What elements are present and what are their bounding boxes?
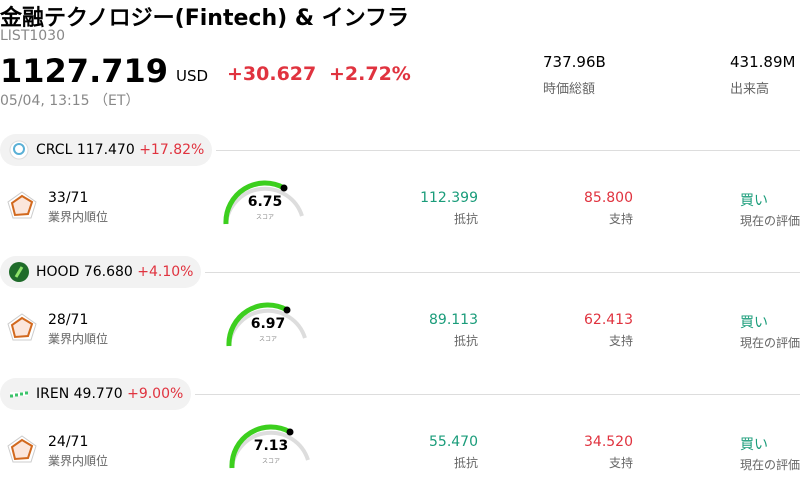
change: +30.627	[227, 63, 317, 85]
resistance-label: 抵抗	[453, 212, 478, 226]
score-label: スコア	[261, 458, 280, 465]
rank-icon	[6, 190, 38, 224]
separator	[195, 394, 800, 395]
stat-value: 737.96B	[543, 53, 606, 71]
stock-price: 117.470	[76, 142, 135, 158]
stock-pill[interactable]: CRCL 117.470 +17.82%	[0, 134, 213, 166]
rank-label: 業界内順位	[48, 454, 109, 468]
gauge	[226, 424, 316, 476]
gauge	[220, 180, 310, 232]
stat-value: 431.89M	[730, 53, 796, 71]
score-label: スコア	[258, 336, 277, 343]
rank-icon	[6, 434, 38, 468]
rank: 33/71	[48, 190, 89, 206]
rank: 24/71	[48, 434, 89, 450]
rating: 買い	[740, 193, 768, 209]
separator	[216, 150, 800, 151]
gauge-arc	[223, 180, 304, 225]
support-label: 支持	[608, 456, 633, 470]
resistance-label: 抵抗	[453, 334, 478, 348]
support: 62.413	[584, 312, 633, 328]
ticker: IREN	[36, 386, 70, 402]
stock-change: +9.00%	[127, 386, 184, 402]
stock-change: +4.10%	[137, 264, 194, 280]
stock-pill[interactable]: HOOD 76.680 +4.10%	[0, 256, 202, 288]
resistance-label: 抵抗	[453, 456, 478, 470]
rating-label: 現在の評価	[740, 336, 800, 350]
score: 6.75	[247, 194, 283, 210]
logo	[9, 262, 29, 282]
stock-change: +17.82%	[139, 142, 205, 158]
resistance: 112.399	[420, 190, 478, 206]
gauge-arc	[226, 302, 307, 347]
title: 金融テクノロジー(Fintech) & インフラ	[0, 6, 410, 31]
rating-label: 現在の評価	[740, 214, 800, 228]
rating-label: 現在の評価	[740, 458, 800, 472]
stat-label: 出来高	[730, 82, 770, 97]
rank-icon	[6, 312, 38, 346]
ticker: HOOD	[36, 264, 80, 280]
resistance: 55.470	[429, 434, 478, 450]
rating: 買い	[740, 437, 768, 453]
stock-price: 76.680	[83, 264, 133, 280]
stat-label: 時価総額	[543, 82, 596, 97]
logo	[10, 391, 28, 398]
rank: 28/71	[48, 312, 89, 328]
score: 6.97	[250, 316, 286, 332]
resistance: 89.113	[429, 312, 478, 328]
gauge-arc	[229, 424, 310, 469]
logo	[9, 140, 29, 160]
support-label: 支持	[608, 334, 633, 348]
currency: USD	[176, 67, 209, 85]
rating: 買い	[740, 315, 768, 331]
support-label: 支持	[608, 212, 633, 226]
support: 34.520	[584, 434, 633, 450]
score-label: スコア	[255, 214, 274, 221]
stock-price: 49.770	[73, 386, 123, 402]
code: LIST1030	[0, 28, 65, 44]
time: 05/04, 13:15 （ET）	[0, 93, 140, 109]
separator	[205, 272, 800, 273]
price: 1127.719	[0, 52, 169, 90]
rank-label: 業界内順位	[48, 332, 109, 346]
score: 7.13	[253, 438, 289, 454]
stock-pill[interactable]: IREN 49.770 +9.00%	[0, 378, 192, 410]
ticker: CRCL	[36, 142, 73, 158]
change-pct: +2.72%	[329, 63, 411, 85]
rank-label: 業界内順位	[48, 210, 109, 224]
gauge	[223, 302, 313, 354]
support: 85.800	[584, 190, 633, 206]
